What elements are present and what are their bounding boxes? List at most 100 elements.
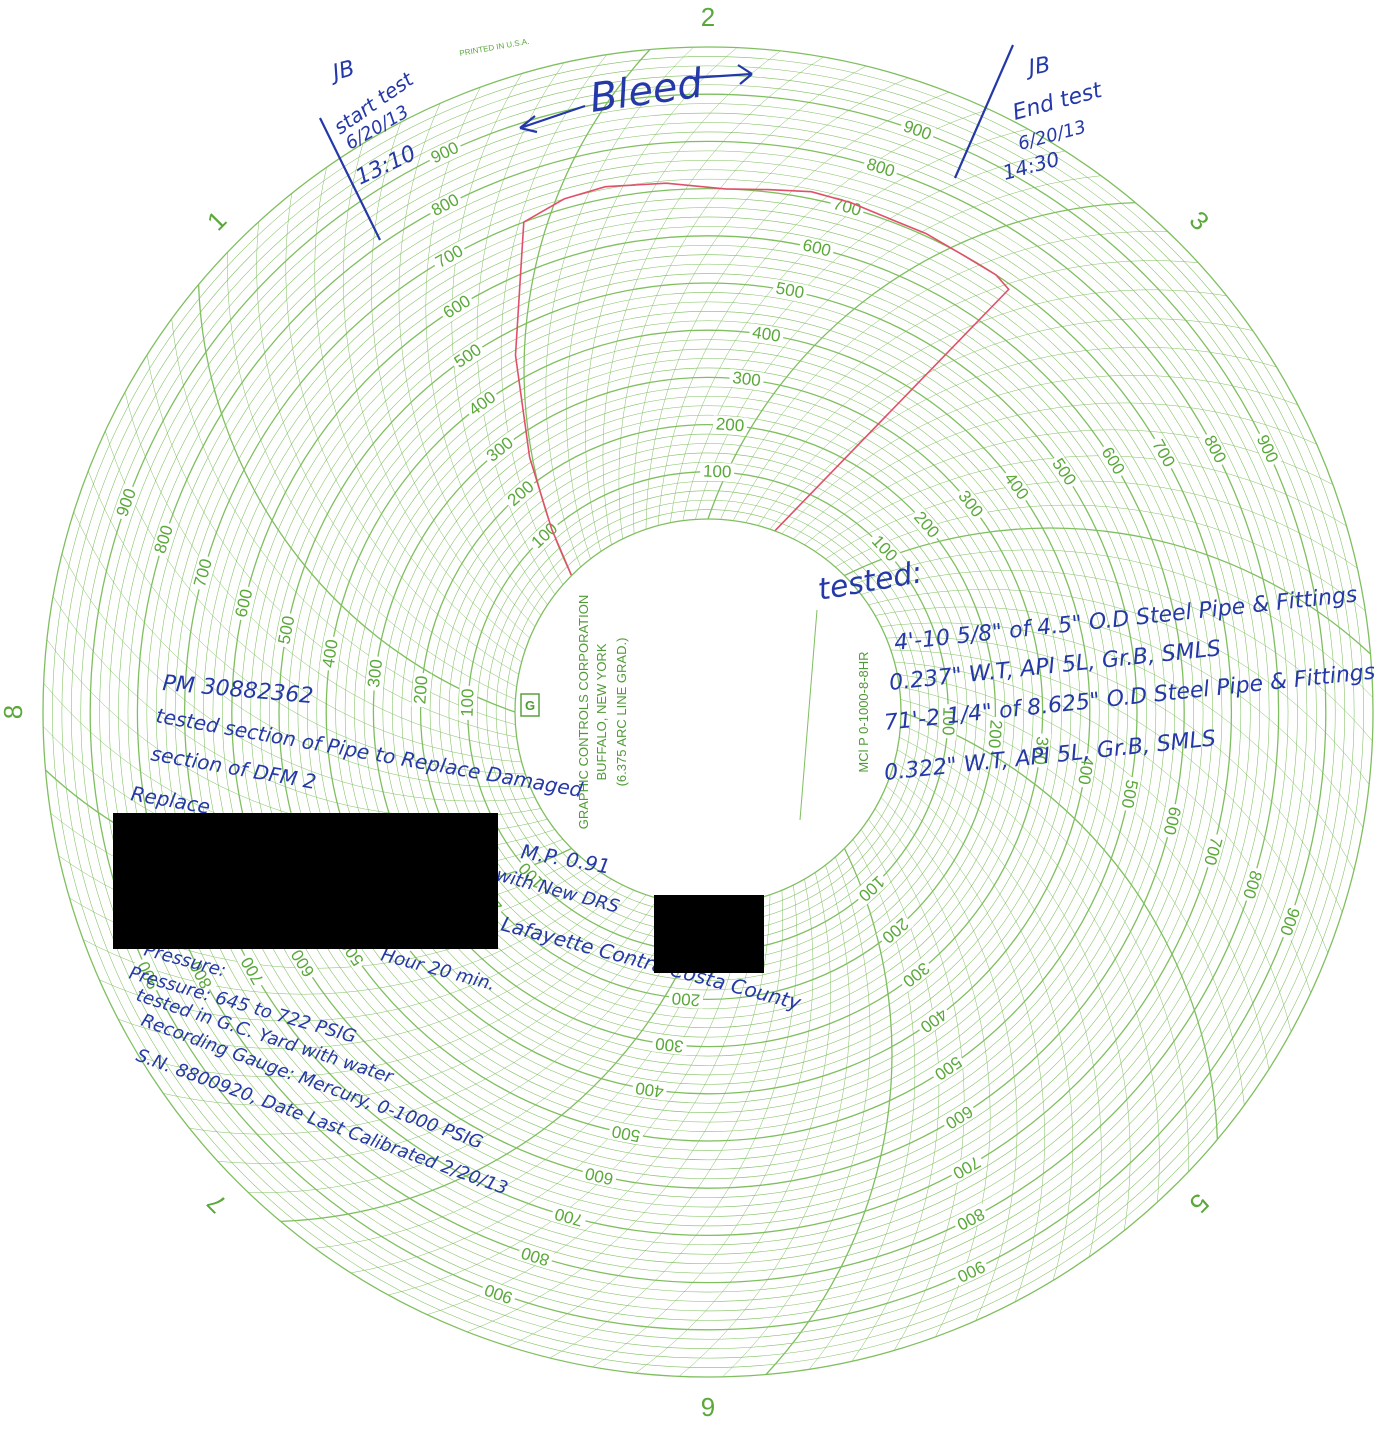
time-arc: [868, 819, 965, 1351]
time-arc: [881, 622, 1355, 871]
grid-circle: [392, 396, 1024, 1028]
time-arc: [897, 674, 1292, 1032]
grid-circle: [259, 263, 1157, 1161]
time-arc: [645, 91, 950, 530]
radial-label-bg: [938, 703, 958, 739]
radial-label-bg: [463, 386, 502, 422]
radial-label-bg: [748, 323, 785, 347]
radial-label-bg: [364, 655, 387, 692]
radial-label-bg: [479, 1279, 518, 1308]
radial-label: 400: [751, 323, 782, 346]
radial-label-bg: [437, 290, 477, 324]
grid-circle: [52, 56, 1364, 1368]
radial-label-bg: [798, 235, 836, 262]
time-arc: [388, 901, 746, 1296]
time-arc: [82, 878, 612, 995]
grid-circle: [307, 311, 1109, 1113]
time-arc: [793, 402, 1317, 540]
radial-label-bg: [914, 1002, 953, 1038]
time-arc: [500, 54, 607, 585]
center-label-group: GRAPHIC CONTROLS CORPORATION BUFFALO, NE…: [576, 595, 871, 830]
radial-label-bg: [190, 554, 217, 592]
end-marker-line: [953, 44, 1015, 179]
radial-label: 500: [274, 614, 298, 645]
hour-arc: [765, 848, 893, 1375]
radial-label-bg: [286, 943, 320, 983]
radial-label-bg: [898, 116, 937, 145]
radial-label-bg: [876, 912, 914, 949]
radial-label-bg: [150, 520, 178, 559]
time-arc: [868, 589, 1370, 785]
time-arc: [118, 890, 635, 1049]
grid-circle: [231, 235, 1185, 1189]
notes-right: 4'-10 5/8" of 4.5" O.D Steel Pipe & Fitt…: [883, 582, 1376, 786]
bleed-arrow-right: [689, 64, 753, 85]
radial-label: 500: [1118, 778, 1142, 809]
grid-circle: [89, 93, 1327, 1331]
radial-label-bg: [448, 339, 488, 374]
radial-label-bg: [651, 1033, 688, 1056]
time-arc: [87, 470, 526, 775]
radial-label: 600: [801, 235, 833, 260]
time-arc: [853, 549, 1373, 698]
logo-letter: G: [525, 698, 535, 713]
radial-label-bg: [771, 278, 809, 303]
radial-label-bg: [728, 368, 765, 391]
radial-label: 400: [319, 638, 342, 669]
hour-arc: [523, 49, 651, 576]
time-arc: [720, 231, 1168, 520]
radial-label-bg: [861, 154, 900, 182]
radial-label: 500: [774, 278, 805, 302]
radial-label-bg: [607, 1121, 645, 1146]
radial-label-bg: [1238, 865, 1266, 904]
time-arc: [285, 193, 519, 675]
radial-label: 300: [1030, 735, 1052, 765]
time-arc: [781, 375, 1298, 534]
radial-label-bg: [236, 951, 270, 990]
radial-label-bg: [274, 611, 299, 649]
time-arc: [256, 221, 517, 688]
time-arc: [851, 829, 940, 1362]
grid-circle: [316, 320, 1100, 1104]
end-label: End test: [1010, 78, 1106, 126]
time-arc: [466, 894, 771, 1333]
grid-circle: [222, 226, 1194, 1198]
grid-circle: [401, 405, 1015, 1019]
radial-label-bg: [1275, 902, 1304, 941]
time-arc: [476, 62, 565, 595]
redaction-block-2: [654, 895, 764, 973]
time-arc: [900, 699, 1245, 1106]
radial-label-bg: [1117, 775, 1142, 813]
grid-circle: [363, 367, 1053, 1057]
hour-arc: [844, 527, 1371, 655]
radial-label-bg: [896, 956, 935, 992]
radial-label-bg: [1199, 832, 1226, 870]
radial-label-bg: [526, 517, 564, 554]
time-arc: [886, 637, 1343, 913]
time-arc: [61, 553, 535, 802]
radial-label-bg: [426, 189, 465, 222]
grid-circle: [335, 339, 1081, 1085]
grid-circle: [165, 169, 1251, 1255]
radial-label: 100: [703, 461, 732, 481]
time-arc: [549, 885, 798, 1359]
radial-label-bg: [908, 506, 945, 544]
grid-circle: [278, 282, 1138, 1142]
time-arc: [769, 346, 1277, 530]
brand-text: GRAPHIC CONTROLS CORPORATION: [576, 595, 591, 830]
grid-circle: [419, 423, 997, 1001]
grid-circle: [429, 433, 987, 991]
time-arc: [507, 890, 783, 1347]
radial-label: 800: [519, 1243, 552, 1270]
radial-label-bg: [928, 1050, 968, 1085]
hour-label-1: 1: [201, 205, 232, 236]
radial-label: 600: [1160, 805, 1185, 837]
time-arc: [880, 797, 1018, 1321]
time-arc: [897, 749, 1131, 1231]
radial-label: 100: [457, 688, 477, 717]
radial-label: 700: [1200, 835, 1226, 867]
radial-label-bg: [112, 483, 141, 522]
radial-label: 100: [938, 707, 958, 736]
hour-arc: [197, 284, 516, 713]
time-arc: [874, 808, 991, 1338]
